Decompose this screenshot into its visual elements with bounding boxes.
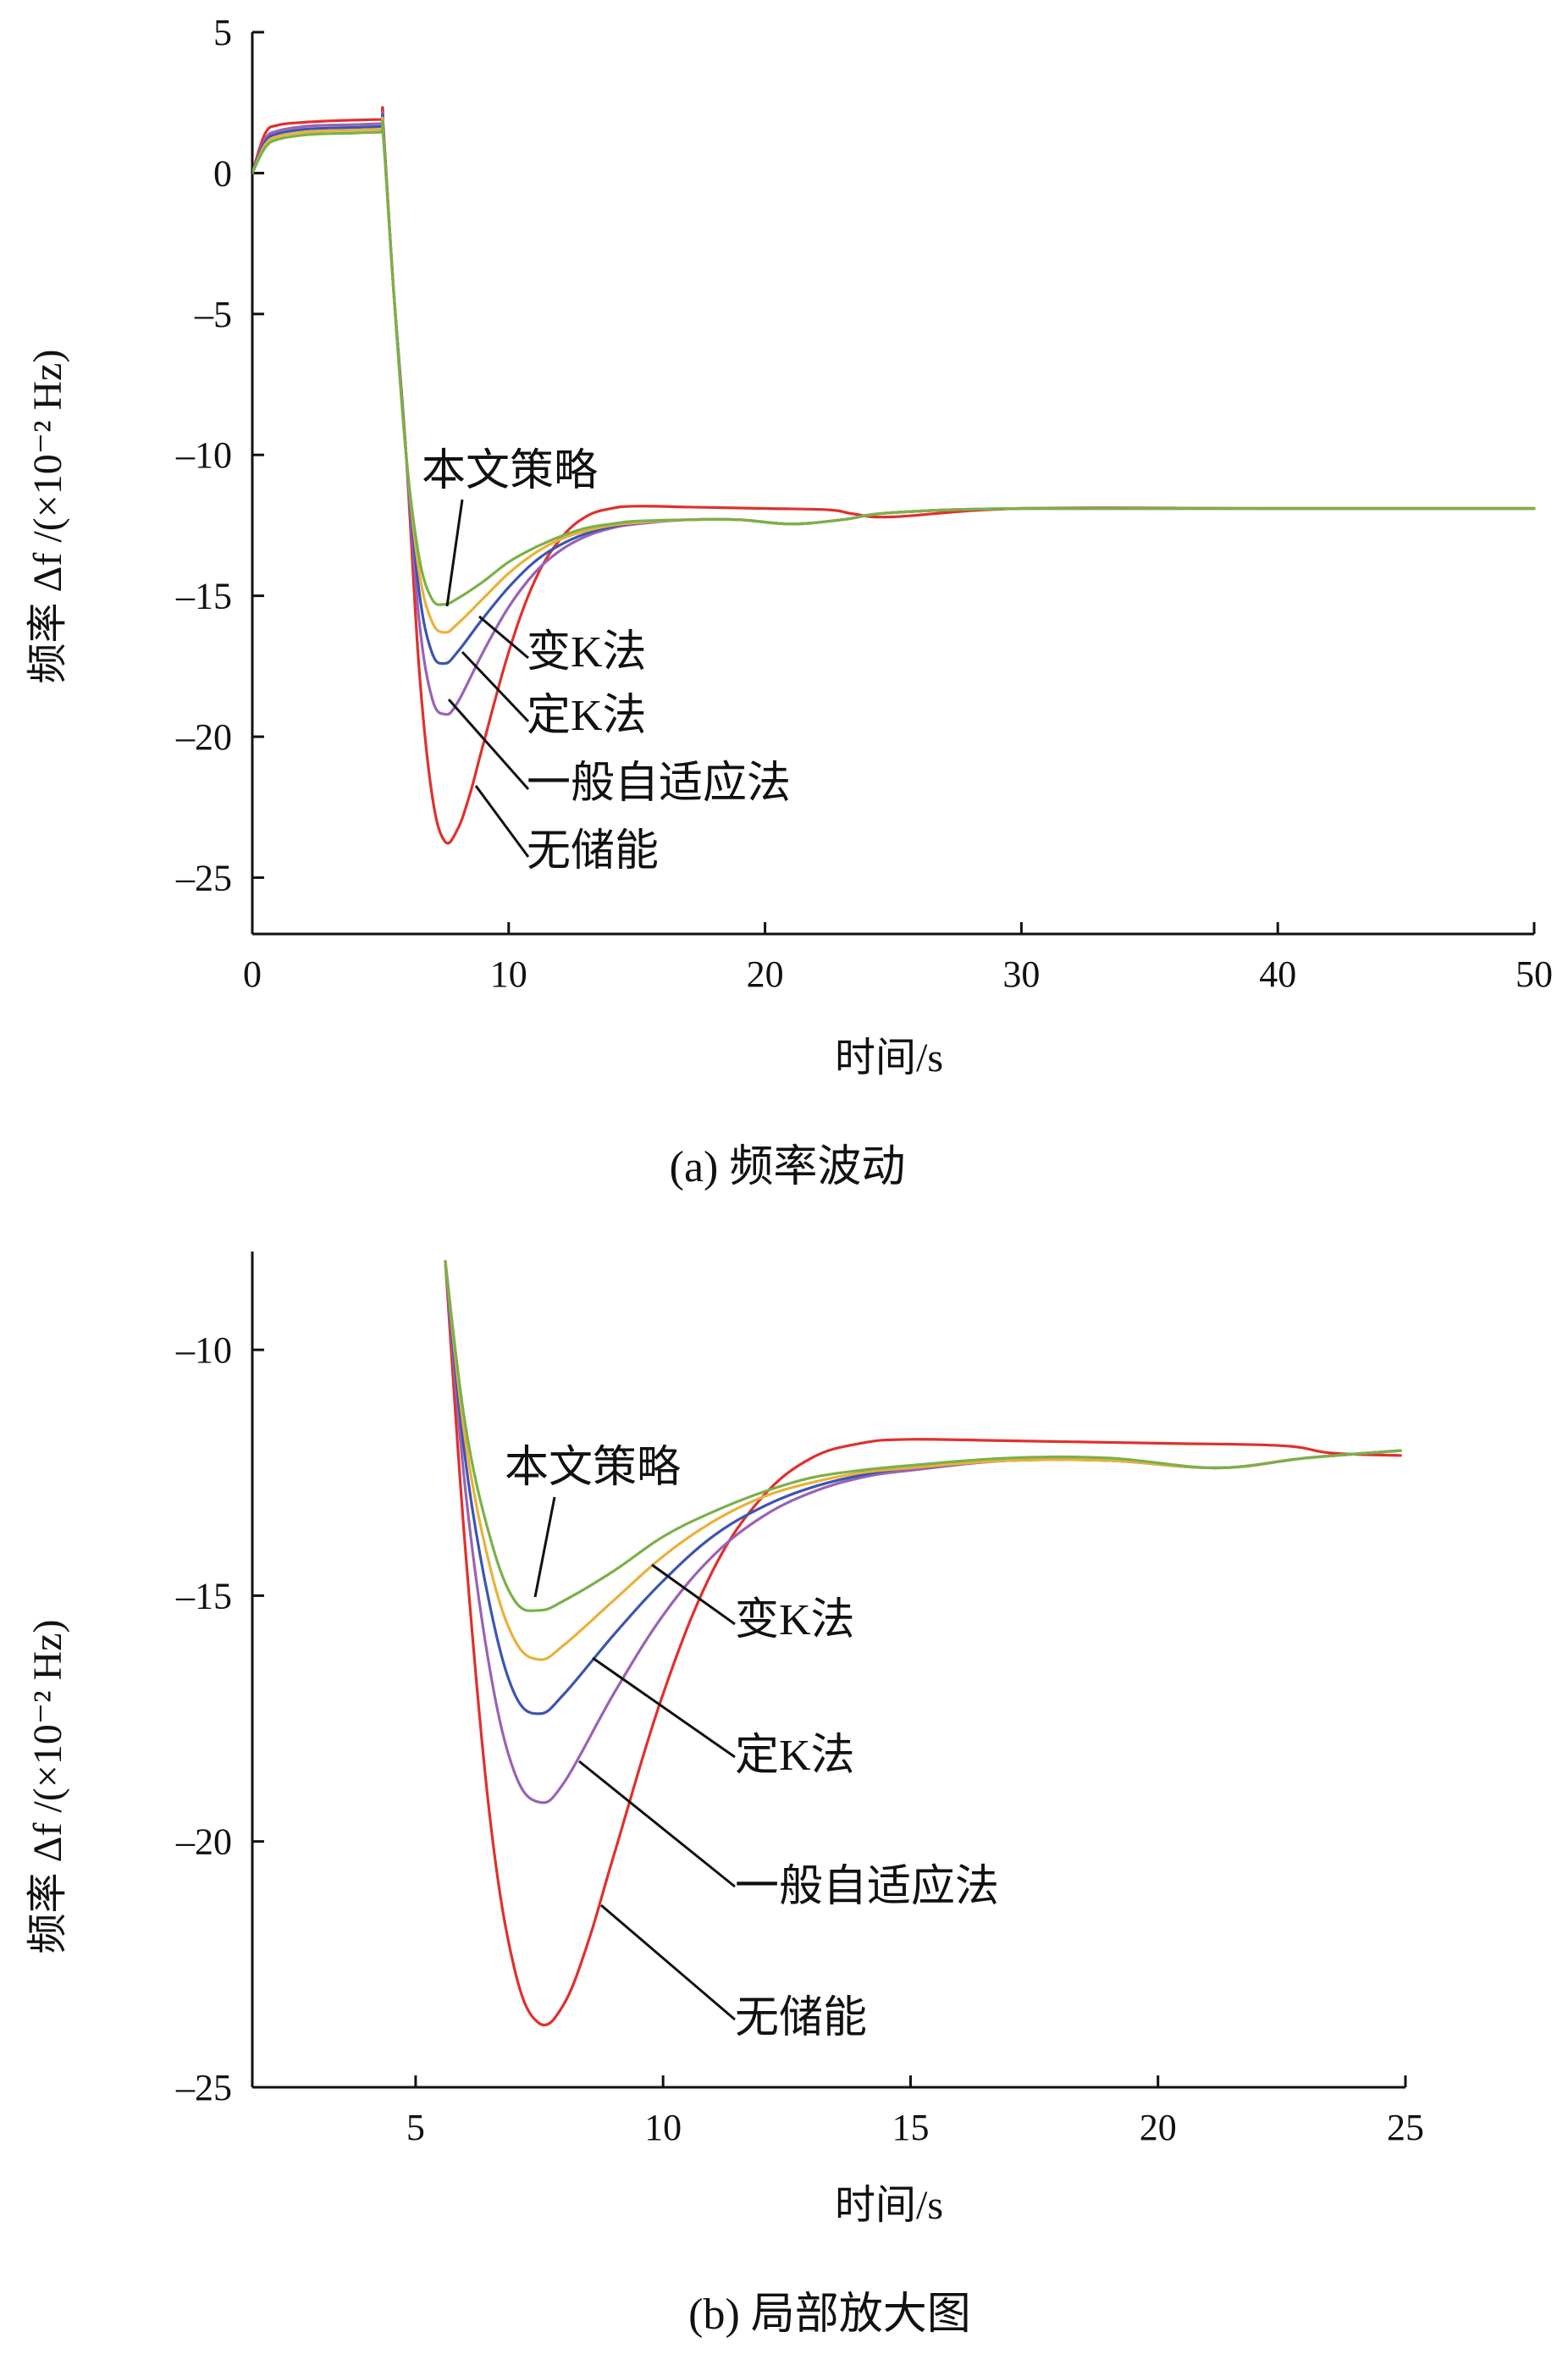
annotation-leader-line <box>447 699 530 790</box>
series-line-1 <box>444 1260 1402 1661</box>
annotation-leader-line <box>478 615 529 660</box>
x-tick-label: 15 <box>892 2107 929 2148</box>
x-tick-label: 10 <box>644 2107 682 2148</box>
figure-caption: (a) 频率波动 <box>670 1143 906 1191</box>
y-tick-label: –20 <box>175 1821 232 1863</box>
y-tick-label: 0 <box>213 152 232 194</box>
chart-b-zoomed-view: –10 –15 –20 –25 5 10 15 20 25 频率 Δf /(×10⁻² Hz) 时间… <box>25 1252 1424 2339</box>
annotation-label: 本文策略 <box>422 447 598 495</box>
annotation-leader-line <box>474 785 530 858</box>
x-tick-label: 0 <box>243 953 262 995</box>
y-axis-label: 频率 Δf /(×10⁻² Hz) <box>25 350 70 684</box>
series-line-4 <box>444 1260 1402 2027</box>
annotation-label: 变K法 <box>735 1596 855 1644</box>
x-tick-label: 20 <box>747 953 784 995</box>
x-tick-label: 10 <box>490 953 527 995</box>
figure-caption: (b) 局部放大图 <box>688 2290 971 2339</box>
series-line-0 <box>444 1260 1402 1612</box>
y-tick-label: 5 <box>213 12 232 53</box>
series-group <box>252 106 1536 845</box>
annotation-leader-line <box>533 1496 556 1598</box>
y-tick-label: –10 <box>175 1329 232 1371</box>
y-tick-label: –25 <box>175 857 232 898</box>
annotation-leader-line <box>461 650 530 723</box>
series-line-0 <box>252 119 1536 606</box>
annotation-label: 无储能 <box>735 1994 867 2042</box>
annotation-label: 无储能 <box>527 827 659 876</box>
series-line-4 <box>252 106 1536 845</box>
annotation-leader-line <box>592 1656 736 1759</box>
annotation-label: 定K法 <box>735 1732 855 1780</box>
y-tick-label: –15 <box>175 1575 232 1616</box>
y-tick-label: –5 <box>194 294 232 335</box>
y-tick-label: –25 <box>175 2067 232 2108</box>
y-axis-label: 频率 Δf /(×10⁻² Hz) <box>25 1620 70 1954</box>
y-tick-label: –10 <box>175 434 232 476</box>
x-tick-label: 30 <box>1002 953 1040 995</box>
annotation-label: 本文策略 <box>505 1444 681 1492</box>
series-group <box>444 1260 1402 2027</box>
annotation-leader-line <box>651 1563 736 1626</box>
annotation-label: 定K法 <box>527 692 647 740</box>
x-tick-label: 40 <box>1259 953 1296 995</box>
annotation-label: 变K法 <box>527 628 647 677</box>
x-tick-label: 50 <box>1516 953 1553 995</box>
x-tick-label: 20 <box>1140 2107 1177 2148</box>
annotation-leader-line <box>578 1760 736 1888</box>
annotation-leader-line <box>445 499 464 607</box>
x-tick-label: 5 <box>406 2107 425 2148</box>
y-tick-label: –20 <box>175 716 232 758</box>
annotation-label: 一般自适应法 <box>735 1863 999 1911</box>
y-tick-label: –15 <box>175 576 232 617</box>
annotation-label: 一般自适应法 <box>527 760 791 808</box>
x-axis-label: 时间/s <box>835 1036 943 1080</box>
x-axis-label: 时间/s <box>835 2183 943 2228</box>
annotation-leader-line <box>600 1904 736 2021</box>
x-tick-label: 25 <box>1387 2107 1424 2148</box>
